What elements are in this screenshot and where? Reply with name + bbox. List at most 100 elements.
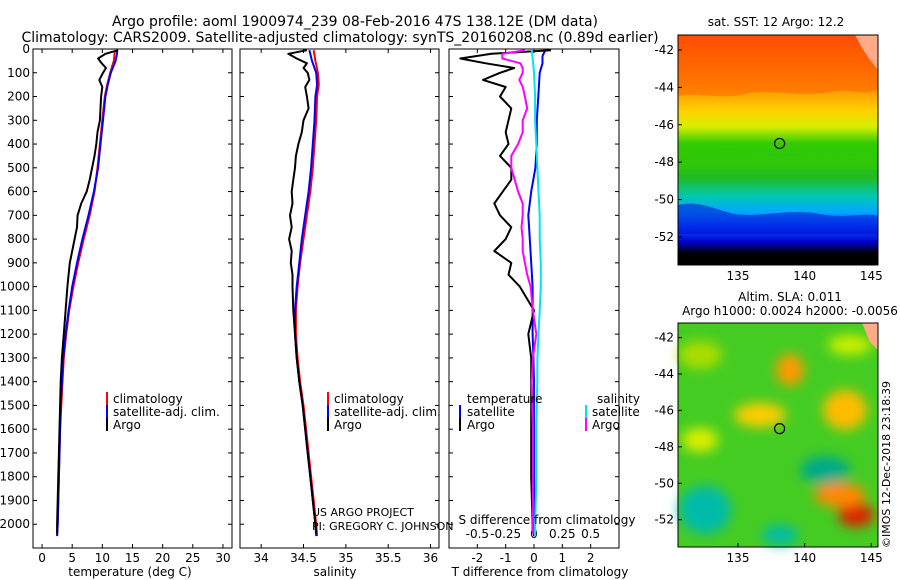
sla-map xyxy=(677,322,879,548)
lat-tick-label: -52 xyxy=(654,230,674,244)
legend-salinity-title: salinity xyxy=(597,392,640,406)
lat-tick-label: -48 xyxy=(654,155,674,169)
s-difference-axis-label: S difference from climatology xyxy=(459,513,636,527)
depth-tick-label: 1300 xyxy=(0,351,30,365)
salinity-axis-label: salinity xyxy=(313,565,356,579)
temperature-axis-label: temperature (deg C) xyxy=(68,565,191,579)
depth-tick-label: 2000 xyxy=(0,517,30,531)
depth-tick-label: 1500 xyxy=(0,398,30,412)
depth-tick-label: 1000 xyxy=(0,280,30,294)
sla-argo-location-marker xyxy=(773,423,786,435)
series-climatology-line xyxy=(294,50,320,537)
depth-tick-label: 1900 xyxy=(0,493,30,507)
legend-satellite-label: satellite-adj. clim. xyxy=(113,405,220,419)
s-diff-tick-label: 0.25 xyxy=(549,527,576,541)
depth-tick-label: 1400 xyxy=(0,375,30,389)
depth-tick-label: 1600 xyxy=(0,422,30,436)
x-tick-label: 5 xyxy=(68,551,76,565)
legend-s-satellite-label: satellite xyxy=(592,405,640,419)
legend-climatology-label: climatology xyxy=(334,392,404,406)
lon-tick-label: 145 xyxy=(860,551,883,565)
temperature-axis-ticks: 0100200300400500600700800900100011001200… xyxy=(0,42,232,565)
lat-tick-label: -42 xyxy=(654,331,674,345)
land-tasmania xyxy=(855,35,878,70)
x-tick-label: 1 xyxy=(559,551,567,565)
depth-tick-label: 100 xyxy=(7,66,30,80)
difference-legend: temperature satellite Argo salinity sate… xyxy=(459,392,640,432)
series-argo-line xyxy=(459,49,552,534)
sla-map-ticks: 135 140 145 -42 -44 -46 -48 -50 -52 xyxy=(654,331,882,565)
sst-map-frame xyxy=(677,34,879,266)
series-argo-line xyxy=(287,49,318,534)
header-title-line2: Climatology: CARS2009. Satellite-adjuste… xyxy=(21,30,658,46)
salinity-plot-frame xyxy=(239,48,440,549)
depth-tick-label: 200 xyxy=(7,90,30,104)
lat-tick-label: -48 xyxy=(654,440,674,454)
s-diff-tick-label: 0.5 xyxy=(581,527,600,541)
sla-map-frame xyxy=(677,322,879,548)
lat-tick-label: -50 xyxy=(654,476,674,490)
t-difference-axis-label: T difference from climatology xyxy=(451,565,629,579)
x-tick-label: 35 xyxy=(338,551,353,565)
x-tick-label: 34 xyxy=(254,551,269,565)
lon-tick-label: 145 xyxy=(860,269,883,283)
header-title-line1: Argo profile: aoml 1900974_239 08-Feb-20… xyxy=(112,14,598,30)
x-tick-label: -1 xyxy=(500,551,512,565)
lon-tick-label: 135 xyxy=(727,269,750,283)
x-tick-label: 0 xyxy=(38,551,46,565)
land-tasmania xyxy=(862,323,878,350)
depth-tick-label: 700 xyxy=(7,208,30,222)
x-tick-label: 2 xyxy=(587,551,595,565)
sst-cold-front xyxy=(678,203,878,234)
difference-profile-lines xyxy=(459,49,552,537)
series-climatology-line xyxy=(56,50,116,537)
depth-tick-label: 1100 xyxy=(0,303,30,317)
legend-argo-label: Argo xyxy=(334,418,362,432)
x-tick-label: -2 xyxy=(471,551,483,565)
depth-tick-label: 900 xyxy=(7,256,30,270)
sst-argo-location-marker xyxy=(773,137,786,150)
depth-tick-label: 0 xyxy=(22,42,30,56)
x-tick-label: 34.5 xyxy=(290,551,317,565)
sst-mid-band xyxy=(678,150,878,170)
sst-map xyxy=(677,34,879,266)
depth-tick-label: 1800 xyxy=(0,470,30,484)
sst-warm-front xyxy=(678,35,878,97)
legend-temperature-title: temperature xyxy=(467,392,542,406)
x-tick-label: 10 xyxy=(95,551,110,565)
lat-tick-label: -46 xyxy=(654,118,674,132)
salinity-profile-lines xyxy=(287,49,320,537)
sst-map-title: sat. SST: 12 Argo: 12.2 xyxy=(708,15,845,29)
sla-map-title: Altim. SLA: 0.011 xyxy=(738,290,842,304)
series-argo-line xyxy=(501,49,538,534)
temperature-legend: climatology satellite-adj. clim. Argo xyxy=(106,392,220,432)
lat-tick-label: -44 xyxy=(654,80,674,94)
depth-tick-label: 1200 xyxy=(0,327,30,341)
credit-pi: PI: GREGORY C. JOHNSON xyxy=(312,520,453,533)
series-satellite-line xyxy=(527,49,547,537)
x-tick-label: 0 xyxy=(530,551,538,565)
depth-tick-label: 300 xyxy=(7,113,30,127)
legend-s-argo-label: Argo xyxy=(592,418,620,432)
series-satellite-line xyxy=(530,50,542,537)
temperature-profile-lines xyxy=(56,49,119,537)
depth-tick-label: 400 xyxy=(7,137,30,151)
lat-tick-label: -52 xyxy=(654,513,674,527)
sst-map-ticks: 135 140 145 -42 -44 -46 -48 -50 -52 xyxy=(654,43,882,283)
depth-tick-label: 500 xyxy=(7,161,30,175)
depth-tick-label: 800 xyxy=(7,232,30,246)
sla-map-subtitle: Argo h1000: 0.0024 h2000: -0.0056 xyxy=(682,304,898,318)
salinity-axis-ticks: 34 34.5 35 35.5 36 xyxy=(240,48,439,565)
lon-tick-label: 135 xyxy=(727,551,750,565)
legend-t-argo-label: Argo xyxy=(467,418,495,432)
legend-satellite-label: satellite-adj. clim. xyxy=(334,405,441,419)
lat-tick-label: -44 xyxy=(654,367,674,381)
lat-tick-label: -46 xyxy=(654,403,674,417)
lon-tick-label: 140 xyxy=(793,551,816,565)
lat-tick-label: -50 xyxy=(654,193,674,207)
credit-project: US ARGO PROJECT xyxy=(312,506,414,519)
legend-climatology-label: climatology xyxy=(113,392,183,406)
x-tick-label: 25 xyxy=(185,551,200,565)
difference-axis-ticks: -2 -1 0 1 2-0.5 -0.25 0 0.25 0.5 xyxy=(449,48,619,565)
